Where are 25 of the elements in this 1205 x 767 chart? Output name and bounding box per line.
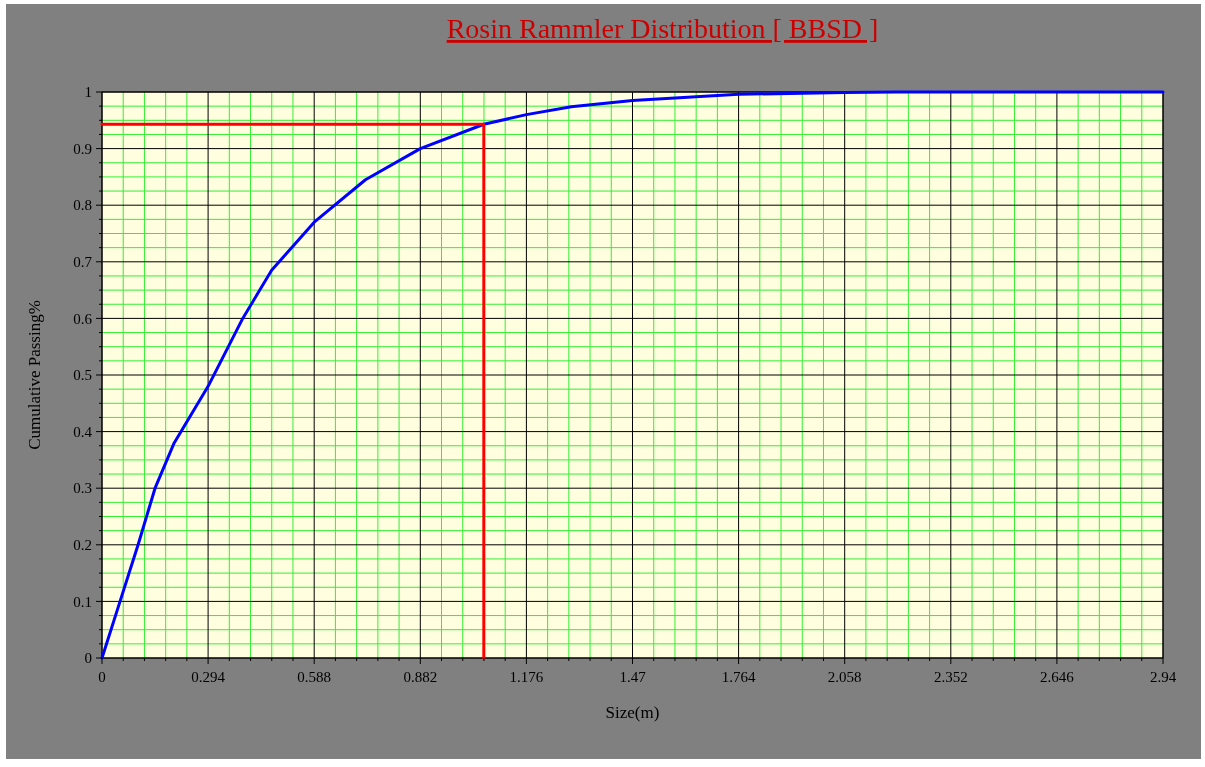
y-axis-title: Cumulative Passing% — [25, 300, 44, 450]
y-tick-label: 0.2 — [73, 537, 92, 554]
y-tick-label: 0.5 — [73, 367, 92, 384]
x-tick-label: 0 — [98, 669, 106, 685]
x-tick-label: 2.646 — [1040, 669, 1075, 685]
x-tick-label: 0.588 — [297, 669, 332, 685]
x-tick-label: 2.058 — [827, 669, 862, 685]
x-axis-title: Size(m) — [605, 703, 660, 722]
y-tick-label: 0.3 — [73, 480, 92, 497]
y-tick-label: 1 — [84, 84, 92, 101]
x-tick-label: 2.94 — [1149, 669, 1177, 685]
x-tick-label: 1.47 — [619, 669, 647, 685]
x-tick-label: 0.882 — [403, 669, 438, 685]
y-tick-label: 0.1 — [73, 593, 92, 610]
x-tick-label: 1.176 — [509, 669, 544, 685]
y-tick-label: 0.6 — [73, 310, 93, 327]
y-tick-label: 0.8 — [73, 197, 92, 214]
y-tick-label: 0.7 — [73, 254, 93, 271]
y-tick-label: 0.4 — [73, 423, 93, 440]
x-tick-label: 2.352 — [933, 669, 968, 685]
x-tick-label: 1.764 — [721, 669, 756, 685]
x-tick-label: 0.294 — [191, 669, 226, 685]
y-tick-label: 0 — [84, 650, 92, 667]
y-tick-label: 0.9 — [73, 140, 92, 157]
chart-title: Rosin Rammler Distribution [ BBSD ] — [446, 13, 879, 44]
